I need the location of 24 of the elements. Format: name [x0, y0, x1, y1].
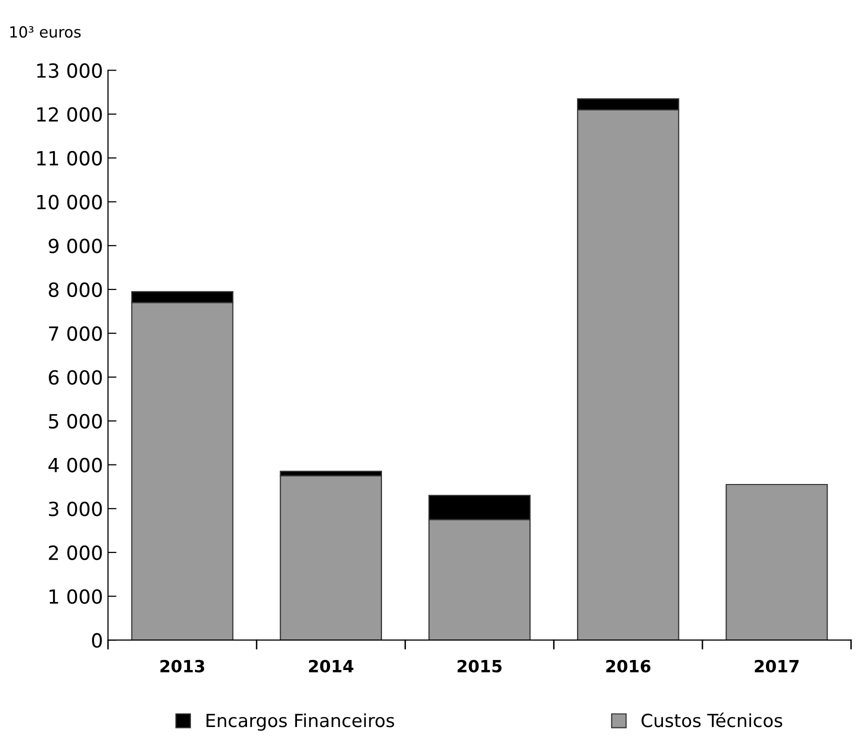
x-tick-label: 2014: [309, 660, 354, 672]
y-tick-label: 3 000: [48, 502, 102, 516]
x-tick-label: 2016: [606, 660, 650, 672]
y-tick-label: 8 000: [48, 282, 102, 298]
x-tick-label: 2013: [160, 660, 204, 672]
y-tick-label: 4 000: [48, 458, 102, 472]
x-tick-label: 2017: [754, 660, 799, 672]
y-tick-label: 6 000: [48, 370, 102, 385]
y-axis-title: 10³ euros: [10, 26, 81, 38]
y-tick-label: 1 000: [50, 589, 102, 604]
y-tick-label: 7 000: [49, 326, 102, 341]
y-tick-label: 12 000: [37, 107, 102, 122]
y-tick-label: 0: [92, 633, 102, 648]
legend-label: Encargos Financeiros: [206, 713, 394, 731]
y-tick-label: 5 000: [48, 414, 102, 429]
y-tick-label: 9 000: [48, 238, 102, 254]
y-tick-label: 11 000: [37, 150, 102, 166]
x-tick-label: 2015: [458, 660, 502, 672]
bar: [280, 475, 382, 640]
legend-label: Custos Técnicos: [642, 712, 782, 728]
bar: [726, 484, 828, 640]
y-tick-label: 10 000: [37, 194, 102, 210]
y-tick-label: 2 000: [48, 545, 102, 560]
y-tick-label: 13 000: [37, 63, 102, 78]
